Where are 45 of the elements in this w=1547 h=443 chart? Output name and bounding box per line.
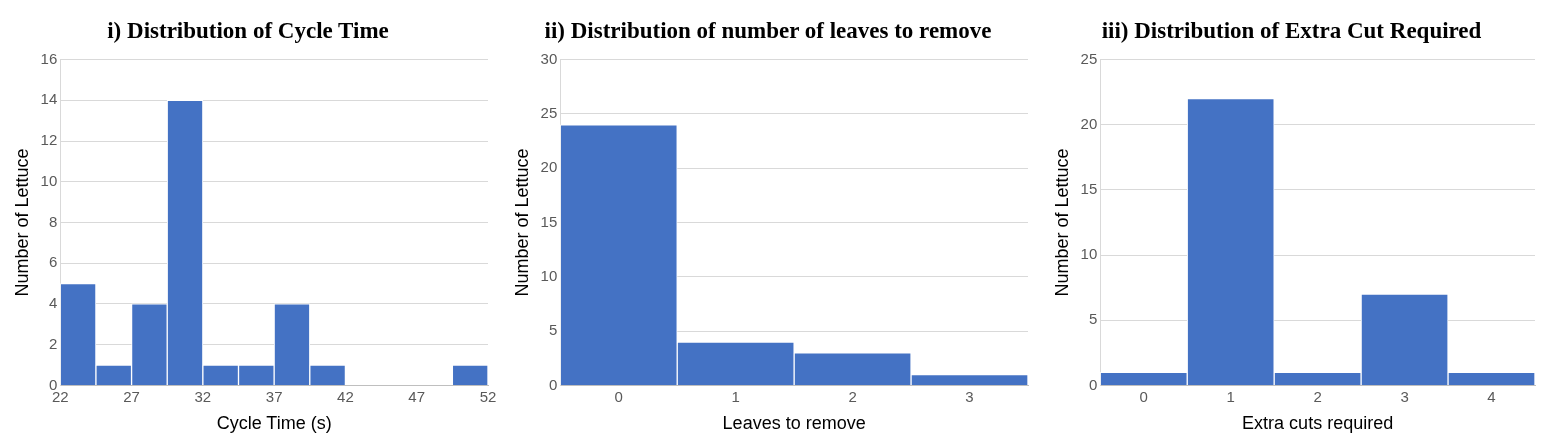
x-tick-label: 27 [123, 387, 140, 405]
x-axis-title: Extra cuts required [1242, 413, 1394, 434]
x-tick-label: 0 [614, 387, 623, 405]
y-tick-label: 16 [40, 49, 58, 67]
y-tick-label: 25 [540, 104, 558, 122]
x-tick-label: 32 [194, 387, 212, 405]
y-tick-label: 10 [540, 266, 558, 284]
y-tick-label: 20 [1080, 114, 1098, 132]
x-axis-title: Leaves to remove [722, 413, 866, 434]
y-axis-title: Number of Lettuce [511, 148, 532, 297]
y-tick-label: 20 [540, 158, 558, 176]
y-tick-label: 10 [1080, 245, 1098, 263]
x-axis-title: Cycle Time (s) [216, 413, 332, 434]
x-tick-label: 3 [1400, 387, 1409, 405]
x-tick-label: 0 [1139, 387, 1148, 405]
y-tick-label: 10 [40, 171, 58, 189]
x-tick-label: 42 [337, 387, 354, 405]
x-tick-label: 2 [1313, 387, 1322, 405]
x-tick-label: 2 [848, 387, 857, 405]
y-tick-label: 0 [548, 375, 558, 393]
y-tick-label: 12 [40, 131, 58, 149]
y-tick-label: 8 [48, 212, 58, 230]
chart-title: i) Distribution of Cycle Time [107, 17, 389, 43]
y-tick-label: 30 [540, 49, 558, 67]
y-tick-label: 4 [48, 294, 58, 312]
x-tick-label: 47 [408, 387, 426, 405]
y-tick-label: 5 [548, 321, 558, 339]
x-tick-label: 52 [479, 387, 497, 405]
x-tick-label: 4 [1487, 387, 1496, 405]
y-tick-label: 2 [48, 334, 58, 352]
y-axis-title: Number of Lettuce [11, 148, 32, 297]
y-tick-label: 0 [1088, 375, 1098, 393]
y-tick-label: 14 [40, 90, 58, 108]
y-tick-label: 15 [540, 212, 558, 230]
x-tick-label: 1 [731, 387, 740, 405]
x-tick-label: 1 [1226, 387, 1235, 405]
x-tick-label: 37 [265, 387, 283, 405]
y-tick-label: 6 [48, 253, 58, 271]
y-tick-label: 5 [1088, 310, 1098, 328]
y-axis-title: Number of Lettuce [1051, 148, 1072, 297]
y-tick-label: 25 [1080, 49, 1098, 67]
chart-title: iii) Distribution of Extra Cut Required [1101, 17, 1482, 43]
x-tick-label: 3 [965, 387, 974, 405]
y-tick-label: 15 [1080, 180, 1098, 198]
chart-title: ii) Distribution of number of leaves to remove [544, 17, 992, 43]
